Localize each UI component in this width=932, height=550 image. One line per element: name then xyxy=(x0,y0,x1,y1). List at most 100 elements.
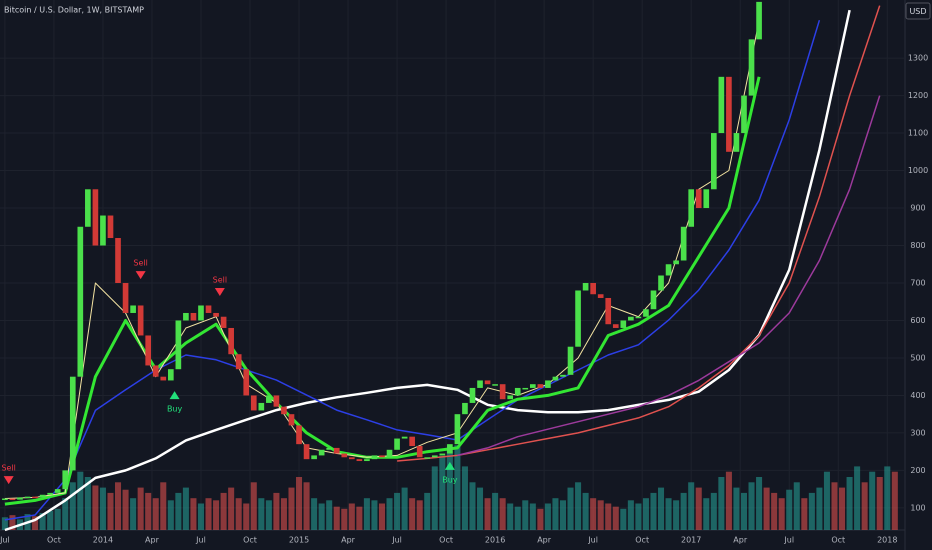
volume-bar xyxy=(544,503,551,530)
candle xyxy=(756,1,762,40)
candle xyxy=(507,395,514,400)
candle xyxy=(258,402,265,411)
candle xyxy=(748,39,755,96)
volume-bar xyxy=(303,482,310,530)
candle xyxy=(47,492,53,495)
volume-bar xyxy=(786,489,793,530)
candle xyxy=(288,414,295,426)
volume-bar xyxy=(484,498,491,530)
candle xyxy=(273,395,280,407)
volume-bar xyxy=(507,503,514,530)
volume-bar xyxy=(620,508,627,530)
signal-marker xyxy=(444,461,455,470)
candle xyxy=(167,369,174,381)
candle xyxy=(145,335,152,366)
volume-bar xyxy=(356,506,363,530)
volume-bar xyxy=(363,498,370,530)
volume-bar xyxy=(642,498,649,530)
volume-bar xyxy=(801,498,808,530)
candle xyxy=(250,395,257,411)
y-tick-label: 800 xyxy=(910,241,925,250)
volume-bar xyxy=(740,492,748,530)
volume-bar xyxy=(559,500,567,530)
candle xyxy=(326,447,333,450)
x-tick-label: Jul xyxy=(0,536,10,545)
volume-bar xyxy=(816,487,823,530)
x-tick-label: 2018 xyxy=(877,536,897,545)
candle xyxy=(529,384,536,388)
candle xyxy=(612,324,619,328)
candle xyxy=(409,436,415,447)
candle xyxy=(650,290,657,310)
volume-bar xyxy=(416,500,423,530)
candle xyxy=(635,316,642,319)
volume-bar xyxy=(884,466,891,530)
candle xyxy=(281,406,287,415)
volume-bar xyxy=(793,482,800,530)
candle xyxy=(688,189,695,227)
volume-bar xyxy=(296,477,303,530)
volume-bar xyxy=(469,482,476,530)
candle xyxy=(175,320,182,370)
volume-bar xyxy=(175,492,182,530)
candle xyxy=(477,380,483,388)
ma-line xyxy=(457,95,881,457)
currency-badge[interactable] xyxy=(905,2,931,20)
signal-marker xyxy=(135,271,146,280)
ma-layer xyxy=(4,5,881,532)
volume-bar xyxy=(612,506,619,530)
candle xyxy=(673,260,679,265)
candle xyxy=(560,374,566,377)
volume-bar xyxy=(424,492,431,530)
candle xyxy=(386,449,393,458)
candle xyxy=(447,444,453,454)
x-tick-label: Oct xyxy=(831,536,845,545)
volume-bar xyxy=(552,498,559,530)
volume-bar xyxy=(250,482,257,530)
y-tick-label: 1200 xyxy=(908,91,928,100)
currency-label[interactable]: USD xyxy=(909,7,926,16)
candle xyxy=(401,436,408,439)
candle xyxy=(318,449,325,456)
volume-bar xyxy=(529,503,536,530)
candle xyxy=(394,438,400,450)
candle xyxy=(439,453,446,456)
volume-bar xyxy=(733,487,740,530)
candle xyxy=(462,402,468,415)
volume-bar xyxy=(258,498,265,530)
candle xyxy=(85,189,91,227)
volume-bar xyxy=(718,477,725,530)
volume-bar xyxy=(228,487,235,530)
volume-bar xyxy=(107,492,114,530)
candle xyxy=(137,305,144,336)
candle xyxy=(92,189,99,246)
axis-labels: 100 200 300 400 500 600 700 800 900 1000 1100 1200 1… xyxy=(0,54,928,545)
candle xyxy=(9,498,16,501)
volume-bar xyxy=(492,492,499,530)
candle xyxy=(17,497,23,500)
volume-bar xyxy=(69,482,76,530)
candle xyxy=(356,459,363,462)
volume-bar xyxy=(288,487,295,530)
volume-bar xyxy=(115,482,122,530)
x-tick-label: Oct xyxy=(47,536,61,545)
signal-label: Buy xyxy=(167,405,183,414)
candle xyxy=(39,494,46,498)
x-tick-label: Oct xyxy=(439,536,453,545)
candle xyxy=(537,384,544,388)
volume-bar xyxy=(575,482,582,530)
volume-bar xyxy=(54,508,61,530)
candle xyxy=(24,496,31,499)
volume-bar xyxy=(348,503,355,530)
volume-bar xyxy=(47,510,54,530)
candle xyxy=(416,446,423,458)
candle xyxy=(54,489,61,493)
volume-bar xyxy=(635,503,642,530)
candle xyxy=(726,76,732,152)
volume-bar xyxy=(431,466,438,530)
candle xyxy=(522,387,529,390)
volume-bar xyxy=(590,498,597,530)
volume-bar xyxy=(695,487,702,530)
volume-bar xyxy=(243,503,250,530)
